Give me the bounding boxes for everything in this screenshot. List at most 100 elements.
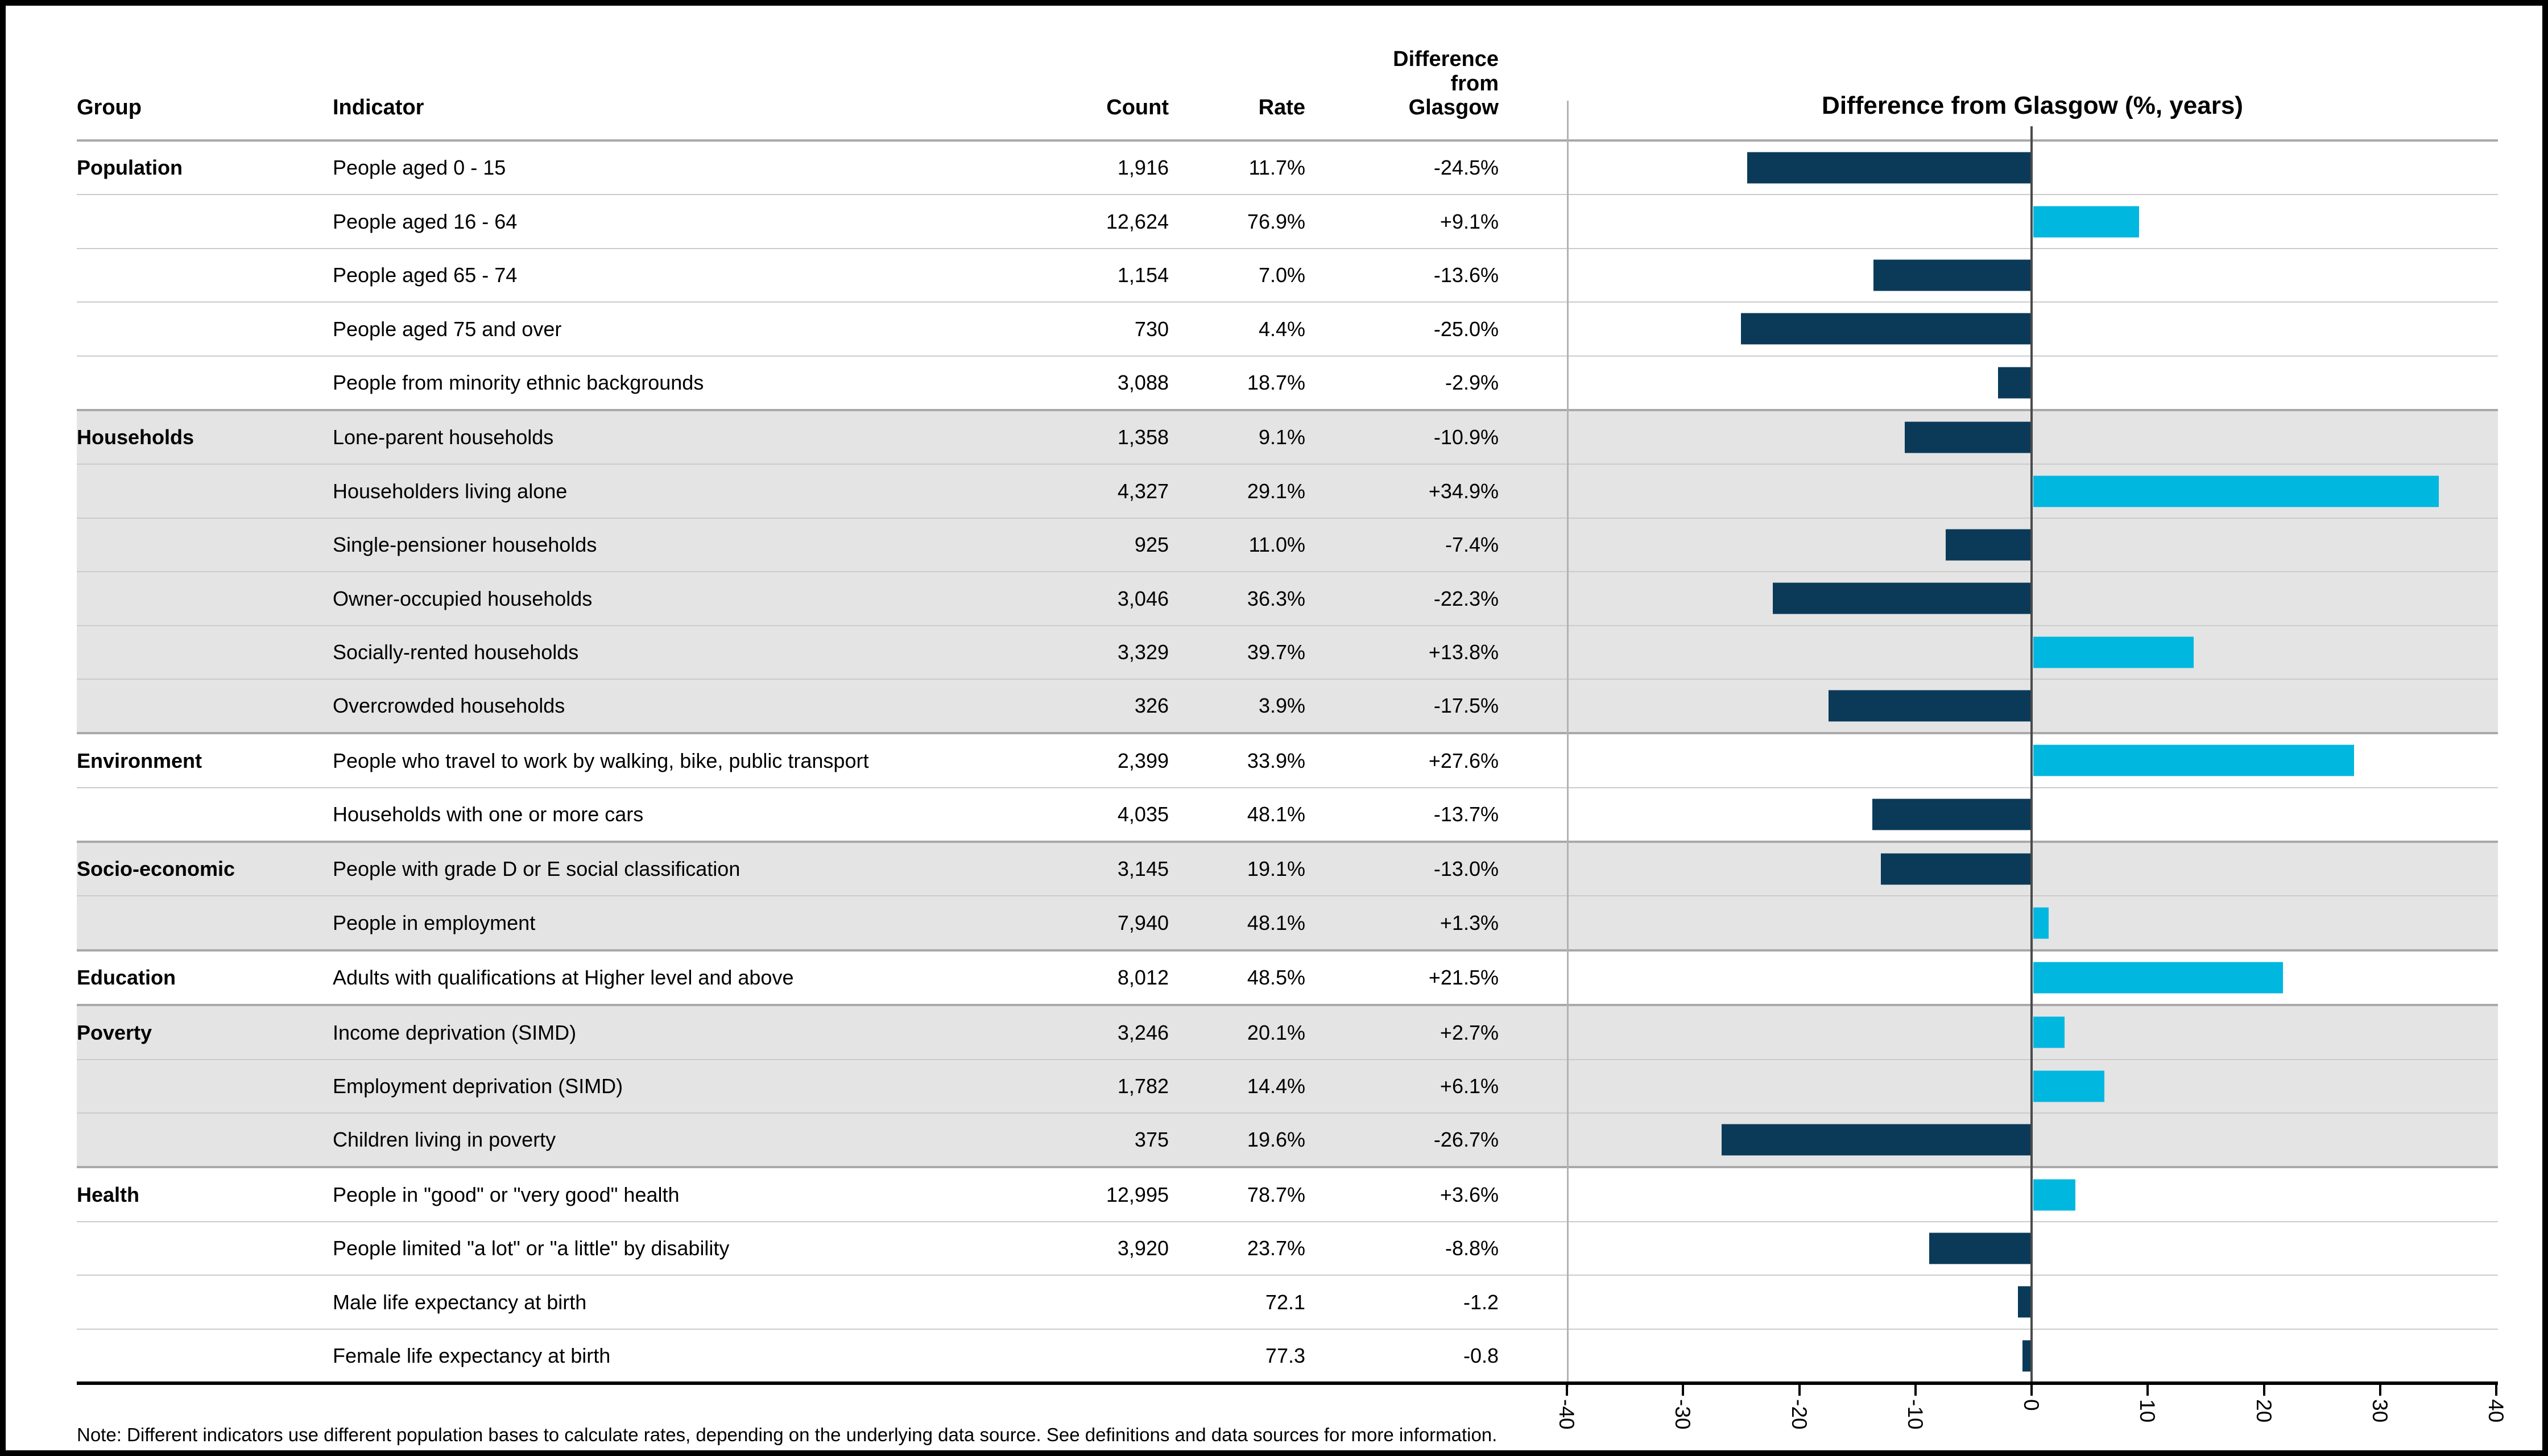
axis-tick-label: 10 — [2136, 1399, 2160, 1423]
group-cell: Education — [77, 966, 176, 990]
rate-cell: 48.1% — [1247, 803, 1305, 826]
positive-bar — [2033, 636, 2194, 668]
bar-cell — [1567, 788, 2498, 841]
count-cell: 3,246 — [1117, 1020, 1169, 1044]
indicator-cell: Owner-occupied households — [333, 586, 593, 610]
axis-tick-mark — [1682, 1385, 1685, 1396]
indicator-cell: People in employment — [333, 911, 536, 934]
count-cell: 4,035 — [1117, 803, 1169, 826]
diff-cell: +1.3% — [1440, 911, 1499, 934]
count-cell: 12,995 — [1106, 1182, 1169, 1206]
negative-bar — [2022, 1340, 2032, 1372]
diff-cell: -13.0% — [1433, 857, 1499, 881]
chart-zero-line — [2030, 126, 2033, 1387]
indicator-cell: Male life expectancy at birth — [333, 1290, 587, 1314]
group-cell: Environment — [77, 748, 202, 772]
axis-tick-mark — [1566, 1385, 1568, 1396]
negative-bar — [1929, 1232, 2032, 1264]
diff-cell: -26.7% — [1433, 1128, 1499, 1152]
indicator-cell: Single-pensioner households — [333, 533, 597, 557]
rate-cell: 29.1% — [1247, 479, 1305, 503]
indicator-cell: Children living in poverty — [333, 1128, 556, 1152]
table-row: Health People in "good" or "very good" he… — [77, 1166, 2498, 1221]
footnote: Note: Different indicators use different… — [77, 1424, 1498, 1445]
table-row: Environment People who travel to work by … — [77, 732, 2498, 787]
count-cell: 3,088 — [1117, 370, 1169, 394]
table-row: People in employment 7,940 48.1% +1.3% — [77, 895, 2498, 949]
table-header: Group Indicator Count Rate Difference fr… — [77, 17, 2498, 139]
rate-cell: 77.3 — [1265, 1343, 1305, 1367]
bar-cell — [1567, 195, 2498, 247]
axis-tick-label: 0 — [2020, 1399, 2043, 1411]
bar-cell — [1567, 519, 2498, 571]
count-cell: 12,624 — [1106, 209, 1169, 233]
rate-cell: 76.9% — [1247, 209, 1305, 233]
diff-cell: +3.6% — [1440, 1182, 1499, 1206]
rate-cell: 3.9% — [1258, 694, 1305, 718]
rate-cell: 78.7% — [1247, 1182, 1305, 1206]
bar-cell — [1567, 142, 2498, 194]
diff-cell: -8.8% — [1445, 1236, 1499, 1260]
table-row: Households with one or more cars 4,035 48.… — [77, 787, 2498, 841]
table-row: Poverty Income deprivation (SIMD) 3,246 20.… — [77, 1004, 2498, 1059]
table-row: Socially-rented households 3,329 39.7% +13.… — [77, 624, 2498, 679]
diff-cell: -13.7% — [1433, 803, 1499, 826]
table-body: Population People aged 0 - 15 1,916 11.7% -2… — [77, 139, 2498, 1384]
indicator-cell: Adults with qualifications at Higher lev… — [333, 966, 794, 990]
chart-x-axis-line — [77, 1381, 2498, 1385]
table-row: Householders living alone 4,327 29.1% +34.9… — [77, 464, 2498, 518]
diff-cell: +9.1% — [1440, 209, 1499, 233]
table-row: Households Lone-parent households 1,358 9.1… — [77, 408, 2498, 464]
bar-cell — [1567, 680, 2498, 732]
table-row: Population People aged 0 - 15 1,916 11.7% -2… — [77, 142, 2498, 195]
axis-tick-mark — [1798, 1385, 1801, 1396]
bar-cell — [1567, 952, 2498, 1004]
axis-tick-mark — [2146, 1385, 2149, 1396]
negative-bar — [1872, 799, 2032, 830]
table-row: People aged 75 and over 730 4.4% -25.0% — [77, 301, 2498, 355]
count-cell: 375 — [1134, 1128, 1169, 1152]
positive-bar — [2033, 744, 2354, 776]
negative-bar — [1721, 1124, 2032, 1156]
table-row: Single-pensioner households 925 11.0% -7.4% — [77, 517, 2498, 572]
count-cell: 925 — [1134, 533, 1169, 557]
count-cell: 3,920 — [1117, 1236, 1169, 1260]
rate-cell: 36.3% — [1247, 586, 1305, 610]
count-cell: 3,329 — [1117, 640, 1169, 664]
chart-title: Difference from Glasgow (%, years) — [1822, 92, 2243, 119]
table-row: People aged 65 - 74 1,154 7.0% -13.6% — [77, 247, 2498, 302]
rate-cell: 20.1% — [1247, 1020, 1305, 1044]
axis-tick-label: -10 — [1903, 1399, 1927, 1430]
group-cell: Poverty — [77, 1020, 152, 1044]
indicator-cell: People aged 0 - 15 — [333, 156, 506, 180]
indicator-cell: Overcrowded households — [333, 694, 565, 718]
negative-bar — [1747, 152, 2032, 184]
bar-cell — [1567, 465, 2498, 517]
column-header-count: Count — [1106, 96, 1169, 120]
count-cell: 1,782 — [1117, 1074, 1169, 1098]
table-row: Education Adults with qualifications at H… — [77, 949, 2498, 1004]
axis-tick-mark — [2030, 1385, 2033, 1396]
table-row: People limited "a lot" or "a little" by … — [77, 1221, 2498, 1275]
positive-bar — [2033, 962, 2284, 994]
positive-bar — [2033, 206, 2139, 238]
axis-tick-label: -40 — [1555, 1399, 1578, 1430]
diff-cell: -25.0% — [1433, 317, 1499, 341]
rate-cell: 11.0% — [1248, 533, 1305, 557]
bar-cell — [1567, 1060, 2498, 1112]
indicator-cell: People aged 75 and over — [333, 317, 562, 341]
bar-cell — [1567, 411, 2498, 464]
axis-tick-label: 20 — [2252, 1399, 2276, 1423]
negative-bar — [1880, 853, 2032, 885]
count-cell: 4,327 — [1117, 479, 1169, 503]
rate-cell: 48.5% — [1247, 966, 1305, 990]
count-cell: 3,145 — [1117, 857, 1169, 881]
rate-cell: 23.7% — [1247, 1236, 1305, 1260]
axis-tick-label: -30 — [1671, 1399, 1695, 1430]
table-row: Overcrowded households 326 3.9% -17.5% — [77, 678, 2498, 733]
column-header-rate: Rate — [1258, 96, 1305, 120]
table-row: Socio-economic People with grade D or E s… — [77, 841, 2498, 896]
bar-cell — [1567, 357, 2498, 409]
rate-cell: 19.1% — [1247, 857, 1305, 881]
count-cell: 1,154 — [1117, 263, 1169, 287]
